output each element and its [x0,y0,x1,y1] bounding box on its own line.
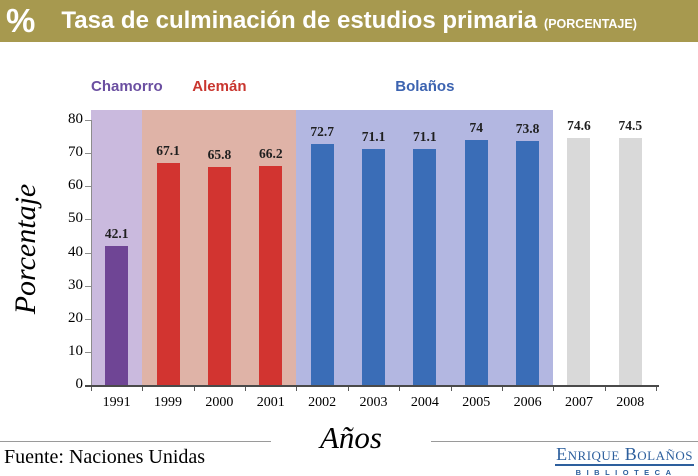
x-tick-label-2005: 2005 [462,395,491,410]
x-tick-label-2001: 2001 [256,395,285,410]
y-tick-label: 0 [75,376,84,392]
x-tick [604,387,606,391]
x-tick [347,387,349,391]
x-axis-line [85,385,659,387]
bar-2004 [413,149,437,385]
x-tick-label-2000: 2000 [205,395,234,410]
x-tick-label-2004: 2004 [410,395,439,410]
x-tick [553,387,555,391]
x-axis-title: Años [271,420,431,456]
bar-value-1999: 67.1 [156,142,180,158]
y-axis-title: Porcentaje [9,183,42,315]
x-tick-label-2003: 2003 [359,395,388,410]
bar-chart: Porcentaje Años Chamorro Alemán Bolaños 0 10… [0,42,698,456]
bar-2001 [259,165,283,385]
x-tick [656,387,657,391]
y-tick [85,186,91,188]
y-tick-label: 20 [68,309,83,326]
bar-value-2004: 71.1 [413,129,437,145]
y-tick [85,351,91,353]
bar-2007 [567,137,591,385]
x-tick [245,387,247,391]
bar-2003 [362,149,385,385]
x-tick [193,387,195,391]
x-tick-label-2006: 2006 [513,395,542,410]
source-note: Fuente: Naciones Unidas [4,446,206,468]
y-tick-label: 10 [68,342,83,359]
y-tick-label: 60 [68,177,83,194]
bar-2002 [310,144,334,385]
bar-value-1991: 42.1 [104,225,129,241]
bar-value-2006: 73.8 [515,120,540,136]
bar-2005 [464,139,488,385]
bar-value-2000: 65.8 [207,147,232,163]
bar-1999 [156,162,180,385]
x-tick [142,387,144,391]
x-tick-label-2008: 2008 [616,395,645,410]
logo-name: Enrique Bolaños [555,444,694,466]
y-tick [85,219,91,221]
y-tick [85,120,91,121]
y-tick-label: 40 [68,243,83,260]
bar-2006 [516,140,540,385]
bar-value-2005: 74 [469,119,483,135]
x-tick [450,387,452,391]
bar-1991 [105,245,129,385]
x-tick-label-1991: 1991 [102,395,131,410]
bar-value-2008: 74.5 [618,118,643,134]
page-subtitle: (PORCENTAJE) [544,17,637,31]
bar-value-2002: 72.7 [310,124,334,140]
x-tick-label-1999: 1999 [154,395,183,410]
x-tick-label-2007: 2007 [564,395,593,410]
bar-value-2001: 66.2 [258,145,283,161]
y-tick [85,318,91,320]
period-label-alemán: Alemán [192,78,247,95]
period-label-chamorro: Chamorro [91,78,163,95]
title-bar: % Tasa de culminación de estudios primar… [0,0,698,42]
y-tick-label: 80 [68,111,83,127]
percent-icon: % [6,2,36,39]
y-axis-line [91,120,92,385]
y-tick [85,285,91,287]
y-tick [85,252,91,254]
x-tick [399,387,401,391]
period-label-bolaños: Bolaños [395,78,455,95]
y-tick-label: 50 [68,210,83,227]
x-tick [296,387,298,391]
bar-2008 [618,138,642,385]
bar-2000 [207,167,231,385]
x-tick-label-2002: 2002 [308,395,337,410]
bar-value-2003: 71.1 [361,129,386,145]
x-tick [91,387,92,391]
library-logo: Enrique Bolaños BIBLIOTECA [555,445,694,476]
bar-value-2007: 74.6 [567,117,591,133]
y-tick-label: 70 [68,144,83,161]
x-tick [501,387,503,391]
y-tick-label: 30 [68,276,83,293]
logo-biblioteca-label: BIBLIOTECA [575,467,677,476]
y-tick [85,153,91,155]
page-title: Tasa de culminación de estudios primaria [61,7,538,34]
